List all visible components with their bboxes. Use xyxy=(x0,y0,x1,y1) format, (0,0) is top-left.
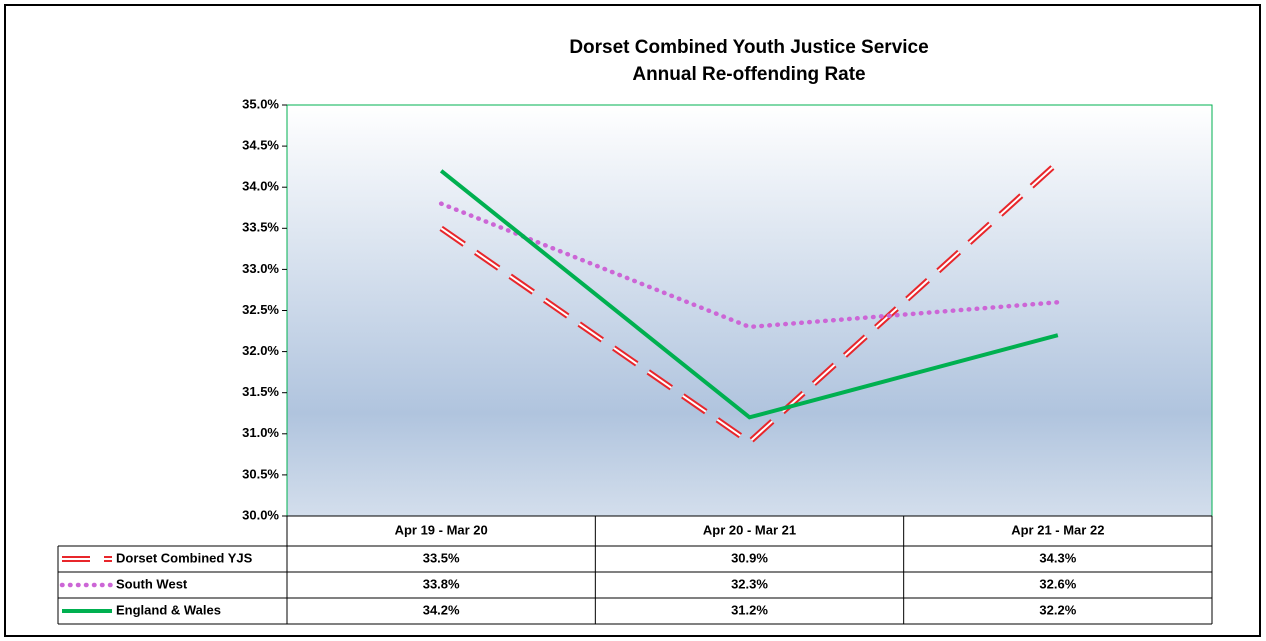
y-tick-label: 34.0% xyxy=(242,179,279,194)
plot-area xyxy=(286,104,1213,517)
y-tick-label: 30.0% xyxy=(242,507,279,522)
x-tick-label: Apr 19 - Mar 20 xyxy=(395,522,488,537)
table-value: 34.2% xyxy=(423,602,460,617)
table-value: 32.2% xyxy=(1039,602,1076,617)
y-tick-label: 31.0% xyxy=(242,425,279,440)
table-value: 30.9% xyxy=(731,550,768,565)
table-value: 33.8% xyxy=(423,576,460,591)
table-value: 31.2% xyxy=(731,602,768,617)
y-tick-label: 32.0% xyxy=(242,343,279,358)
y-tick-label: 30.5% xyxy=(242,466,279,481)
y-tick-label: 31.5% xyxy=(242,384,279,399)
y-tick-label: 33.0% xyxy=(242,261,279,276)
table-value: 34.3% xyxy=(1039,550,1076,565)
series-line xyxy=(439,169,1059,420)
y-tick-label: 33.5% xyxy=(242,220,279,235)
y-tick-label: 32.5% xyxy=(242,302,279,317)
table-value: 32.6% xyxy=(1039,576,1076,591)
table-value: 33.5% xyxy=(423,550,460,565)
y-tick-label: 35.0% xyxy=(242,96,279,111)
table-value: 32.3% xyxy=(731,576,768,591)
chart-subtitle: Annual Re-offending Rate xyxy=(632,64,865,85)
chart-title: Dorset Combined Youth Justice Service xyxy=(569,37,928,58)
x-tick-label: Apr 20 - Mar 21 xyxy=(703,522,796,537)
y-tick-label: 34.5% xyxy=(242,138,279,153)
legend-label: South West xyxy=(116,576,188,591)
x-tick-label: Apr 21 - Mar 22 xyxy=(1011,522,1104,537)
series-line xyxy=(438,201,1061,330)
legend-label: England & Wales xyxy=(116,602,221,617)
legend-label: Dorset Combined YJS xyxy=(116,550,253,565)
series-line-inner xyxy=(440,161,1059,444)
